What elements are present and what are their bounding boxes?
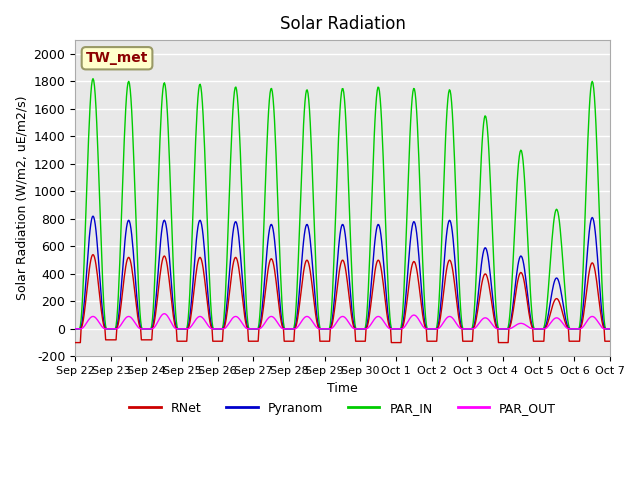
- RNet: [220, 326, 227, 332]
- Legend: RNet, Pyranom, PAR_IN, PAR_OUT: RNet, Pyranom, PAR_IN, PAR_OUT: [124, 396, 561, 420]
- PAR_IN: [220, 322, 227, 328]
- Pyranom: [408, 224, 416, 229]
- Pyranom: [191, 253, 199, 259]
- PAR_OUT: [81, 323, 89, 328]
- RNet: [424, 338, 431, 344]
- RNet: [191, 279, 199, 285]
- RNet: [89, 252, 97, 257]
- Title: Solar Radiation: Solar Radiation: [280, 15, 406, 33]
- PAR_OUT: [220, 326, 227, 332]
- PAR_IN: [606, 326, 614, 332]
- PAR_IN: [89, 76, 97, 82]
- PAR_OUT: [606, 326, 614, 332]
- Pyranom: [220, 326, 227, 332]
- PAR_OUT: [71, 326, 79, 332]
- Line: RNet: RNet: [75, 254, 610, 343]
- PAR_IN: [408, 95, 416, 101]
- PAR_OUT: [408, 313, 416, 319]
- PAR_IN: [191, 156, 199, 161]
- Text: TW_met: TW_met: [86, 51, 148, 65]
- Y-axis label: Solar Radiation (W/m2, uE/m2/s): Solar Radiation (W/m2, uE/m2/s): [15, 96, 28, 300]
- RNet: [408, 262, 416, 268]
- PAR_OUT: [161, 311, 168, 317]
- Pyranom: [81, 293, 89, 299]
- PAR_IN: [137, 318, 145, 324]
- PAR_IN: [71, 326, 79, 332]
- Pyranom: [71, 326, 79, 332]
- Pyranom: [606, 326, 614, 332]
- RNet: [71, 340, 79, 346]
- Line: PAR_IN: PAR_IN: [75, 79, 610, 329]
- Pyranom: [89, 213, 97, 219]
- Pyranom: [137, 325, 145, 331]
- Pyranom: [424, 326, 431, 332]
- PAR_OUT: [136, 325, 144, 331]
- RNet: [606, 338, 614, 344]
- PAR_IN: [81, 240, 89, 246]
- RNet: [137, 325, 145, 331]
- Line: Pyranom: Pyranom: [75, 216, 610, 329]
- X-axis label: Time: Time: [327, 382, 358, 395]
- PAR_OUT: [424, 326, 431, 332]
- PAR_IN: [424, 326, 431, 332]
- RNet: [81, 306, 89, 312]
- Line: PAR_OUT: PAR_OUT: [75, 314, 610, 329]
- PAR_OUT: [191, 318, 199, 324]
